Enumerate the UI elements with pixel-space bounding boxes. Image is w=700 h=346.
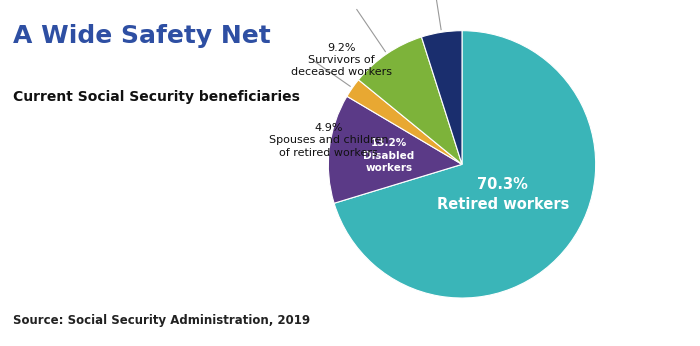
Text: Source: Social Security Administration, 2019: Source: Social Security Administration, … bbox=[13, 314, 309, 327]
Text: 70.3%
Retired workers: 70.3% Retired workers bbox=[437, 177, 569, 212]
Text: A Wide Safety Net: A Wide Safety Net bbox=[13, 24, 270, 48]
Wedge shape bbox=[328, 96, 462, 203]
Wedge shape bbox=[347, 80, 462, 164]
Wedge shape bbox=[421, 31, 462, 164]
Text: Current Social Security beneficiaries: Current Social Security beneficiaries bbox=[13, 90, 300, 104]
Text: 9.2%
Survivors of
deceased workers: 9.2% Survivors of deceased workers bbox=[291, 43, 392, 78]
Wedge shape bbox=[358, 37, 462, 164]
Text: 4.9%
Spouses and children
of retired workers: 4.9% Spouses and children of retired wor… bbox=[269, 123, 388, 158]
Wedge shape bbox=[334, 31, 596, 298]
Text: 13.2%
Disabled
workers: 13.2% Disabled workers bbox=[363, 138, 414, 173]
